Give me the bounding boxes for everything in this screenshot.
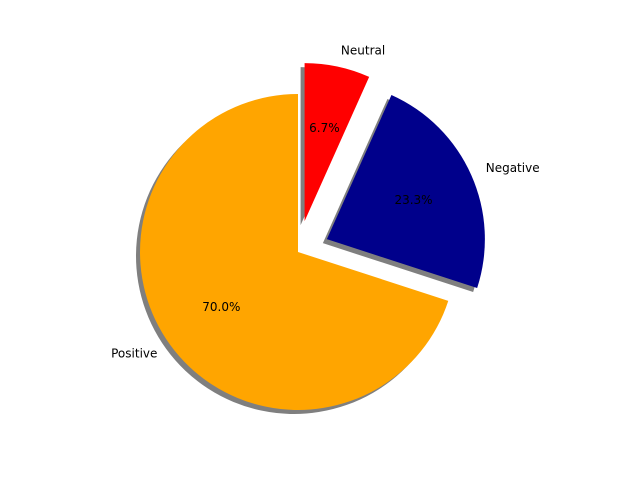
slice-percent-neutral: 6.7% <box>309 121 340 135</box>
slice-label-positive: Positive <box>111 347 157 361</box>
slice-label-neutral: Neutral <box>341 44 385 58</box>
slice-percent-positive: 70.0% <box>202 300 240 314</box>
slice-label-negative: Negative <box>486 161 540 175</box>
slice-negative <box>327 95 485 288</box>
slice-layer <box>140 63 485 410</box>
slice-percent-negative: 23.3% <box>394 193 432 207</box>
